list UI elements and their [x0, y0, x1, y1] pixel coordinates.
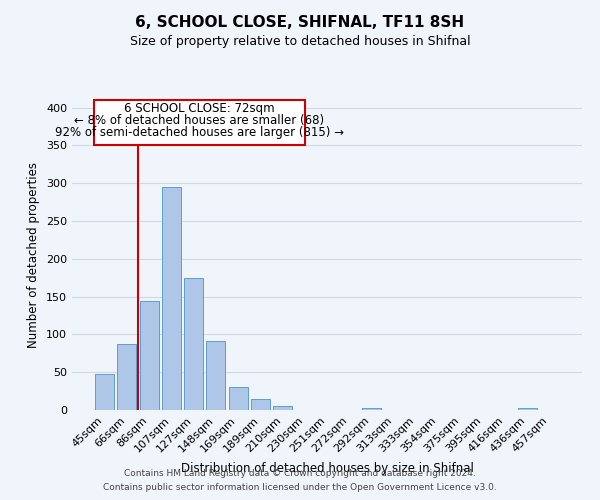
- Bar: [273, 406, 292, 410]
- FancyBboxPatch shape: [94, 100, 305, 146]
- Bar: [229, 388, 248, 410]
- Bar: [362, 408, 381, 410]
- Bar: [162, 187, 181, 410]
- Bar: [518, 408, 536, 410]
- Y-axis label: Number of detached properties: Number of detached properties: [28, 162, 40, 348]
- Text: ← 8% of detached houses are smaller (68): ← 8% of detached houses are smaller (68): [74, 114, 324, 128]
- Bar: [184, 278, 203, 410]
- Text: 6 SCHOOL CLOSE: 72sqm: 6 SCHOOL CLOSE: 72sqm: [124, 102, 274, 116]
- Text: Size of property relative to detached houses in Shifnal: Size of property relative to detached ho…: [130, 35, 470, 48]
- Bar: [206, 341, 225, 410]
- Bar: [140, 301, 158, 410]
- Text: Contains public sector information licensed under the Open Government Licence v3: Contains public sector information licen…: [103, 484, 497, 492]
- Text: Contains HM Land Registry data © Crown copyright and database right 2024.: Contains HM Land Registry data © Crown c…: [124, 468, 476, 477]
- Text: 92% of semi-detached houses are larger (815) →: 92% of semi-detached houses are larger (…: [55, 126, 344, 140]
- Bar: [95, 374, 114, 410]
- Text: 6, SCHOOL CLOSE, SHIFNAL, TF11 8SH: 6, SCHOOL CLOSE, SHIFNAL, TF11 8SH: [136, 15, 464, 30]
- Bar: [118, 344, 136, 410]
- Bar: [251, 400, 270, 410]
- X-axis label: Distribution of detached houses by size in Shifnal: Distribution of detached houses by size …: [181, 462, 473, 475]
